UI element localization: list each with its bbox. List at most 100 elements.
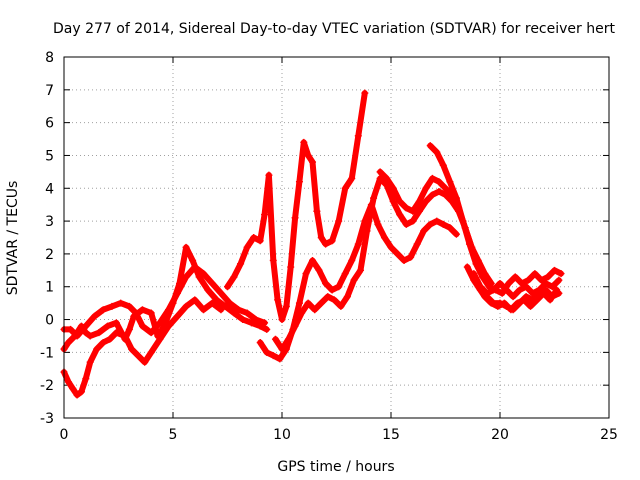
data-point	[356, 266, 364, 274]
data-point	[463, 263, 471, 271]
data-point	[278, 345, 286, 353]
data-point	[516, 286, 524, 294]
data-point	[91, 312, 99, 320]
data-point	[156, 335, 164, 343]
data-point	[531, 270, 539, 278]
data-point	[208, 279, 216, 287]
series-trace-4	[224, 89, 369, 324]
data-point	[540, 289, 548, 297]
data-point	[265, 171, 273, 179]
data-point	[173, 312, 181, 320]
data-point	[533, 296, 541, 304]
y-tick-label: 5	[45, 148, 54, 164]
data-point	[304, 151, 312, 159]
data-point	[387, 243, 395, 251]
y-tick-label: 1	[45, 280, 54, 296]
data-point	[191, 296, 199, 304]
data-point	[282, 302, 290, 310]
data-point	[505, 279, 513, 287]
data-point	[276, 355, 284, 363]
data-point	[302, 270, 310, 278]
data-point	[291, 322, 299, 330]
data-point	[446, 178, 454, 186]
x-tick-label: 10	[273, 427, 291, 443]
data-point	[496, 279, 504, 287]
data-point	[335, 283, 343, 291]
data-point	[439, 161, 447, 169]
data-point	[200, 270, 208, 278]
data-point	[548, 283, 556, 291]
data-point	[226, 299, 234, 307]
data-point	[93, 345, 101, 353]
data-point	[173, 289, 181, 297]
data-point	[269, 256, 277, 264]
data-point	[426, 220, 434, 228]
data-point	[263, 325, 271, 333]
data-point	[420, 227, 428, 235]
data-point	[278, 316, 286, 324]
data-point	[439, 220, 447, 228]
data-point	[380, 234, 388, 241]
data-point	[341, 184, 349, 192]
data-point	[104, 322, 112, 330]
data-point	[535, 286, 543, 294]
data-point	[489, 286, 497, 294]
data-point	[435, 188, 443, 196]
data-point	[520, 296, 528, 304]
plot-frame	[63, 56, 610, 419]
data-point	[300, 138, 308, 146]
data-point	[315, 266, 323, 274]
data-point	[394, 250, 402, 258]
data-point	[182, 273, 190, 281]
data-point	[413, 240, 421, 248]
data-point	[121, 332, 129, 340]
data-point	[402, 220, 410, 228]
data-point	[527, 302, 535, 310]
y-axis-tick-labels: -3 -2 -1 0 1 2 3 4 5 6 7 8	[40, 50, 54, 427]
data-point	[507, 306, 515, 314]
data-point	[389, 197, 397, 205]
data-point	[165, 306, 173, 314]
y-tick-label: -3	[40, 411, 54, 427]
data-point	[141, 358, 149, 366]
data-point	[428, 191, 436, 199]
data-point	[317, 299, 325, 307]
data-point	[509, 293, 517, 301]
data-point	[134, 352, 142, 360]
data-point	[165, 322, 173, 330]
data-point	[433, 148, 441, 156]
data-point	[396, 211, 404, 219]
data-point	[269, 352, 277, 360]
data-point	[376, 168, 384, 176]
y-tick-label: 0	[45, 313, 54, 329]
data-point	[361, 89, 369, 97]
data-point	[304, 299, 312, 307]
data-point	[298, 309, 306, 317]
data-point	[291, 214, 299, 222]
data-point	[402, 204, 410, 212]
data-point	[99, 306, 107, 314]
data-point	[354, 132, 362, 140]
data-point	[341, 270, 349, 278]
y-tick-label: 2	[45, 247, 54, 263]
data-point	[465, 240, 473, 248]
data-point	[487, 299, 495, 307]
data-point	[217, 289, 225, 297]
data-point	[544, 273, 552, 281]
data-point	[553, 286, 561, 294]
data-point	[239, 316, 247, 324]
data-point	[555, 276, 563, 284]
data-point	[274, 296, 282, 304]
data-point	[208, 299, 216, 307]
data-point	[73, 332, 81, 340]
data-point	[363, 227, 371, 235]
data-point	[498, 289, 506, 297]
data-point	[311, 306, 319, 314]
data-point	[428, 174, 436, 182]
data-point	[243, 243, 251, 251]
data-point	[77, 388, 85, 396]
data-point	[335, 217, 343, 225]
data-point	[182, 243, 190, 251]
series-trace-11	[474, 283, 561, 314]
